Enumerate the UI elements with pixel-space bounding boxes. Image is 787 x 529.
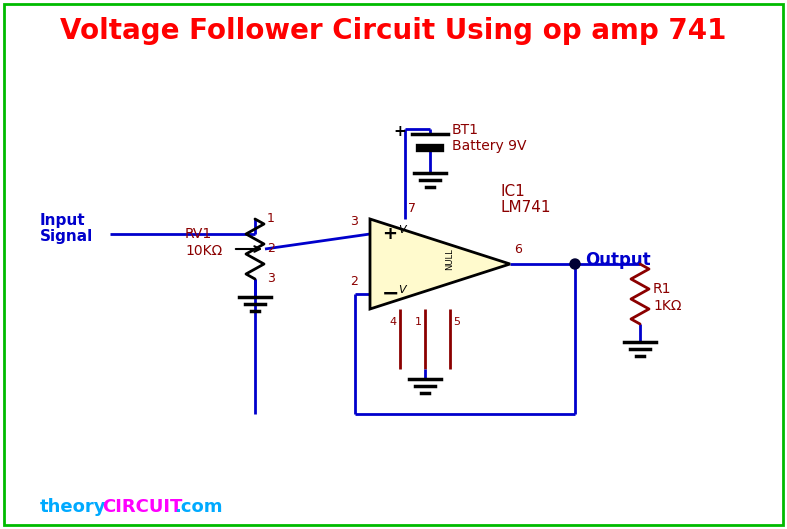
Text: Input: Input (40, 213, 86, 228)
Text: Output: Output (585, 251, 651, 269)
FancyBboxPatch shape (4, 4, 783, 525)
Text: 3: 3 (267, 272, 275, 286)
Circle shape (570, 259, 580, 269)
Text: RV1: RV1 (185, 227, 212, 241)
Text: R1: R1 (653, 282, 671, 296)
Polygon shape (370, 219, 510, 309)
Text: V: V (398, 225, 405, 235)
Text: +: + (394, 124, 406, 140)
Text: +: + (382, 225, 397, 243)
Text: 1KΩ: 1KΩ (653, 299, 682, 313)
Text: 5: 5 (453, 317, 460, 327)
Text: Signal: Signal (40, 229, 93, 244)
Text: .com: .com (174, 498, 223, 516)
Text: 3: 3 (350, 215, 358, 228)
Text: −: − (382, 284, 400, 304)
Text: theory: theory (40, 498, 106, 516)
Text: Battery 9V: Battery 9V (452, 139, 527, 153)
Text: BT1: BT1 (452, 123, 479, 137)
Text: 6: 6 (514, 243, 522, 256)
Text: LM741: LM741 (500, 199, 550, 214)
Text: V: V (398, 285, 405, 295)
Text: CIRCUIT: CIRCUIT (102, 498, 183, 516)
Text: 1: 1 (415, 317, 422, 327)
Text: 2: 2 (350, 275, 358, 288)
Text: 2: 2 (267, 242, 275, 256)
Text: 4: 4 (390, 317, 397, 327)
Text: NULL: NULL (445, 248, 455, 270)
Text: IC1: IC1 (500, 184, 525, 198)
Text: Voltage Follower Circuit Using op amp 741: Voltage Follower Circuit Using op amp 74… (60, 17, 726, 45)
Text: 7: 7 (408, 202, 416, 215)
Text: 1: 1 (267, 213, 275, 225)
Text: 10KΩ: 10KΩ (185, 244, 222, 258)
